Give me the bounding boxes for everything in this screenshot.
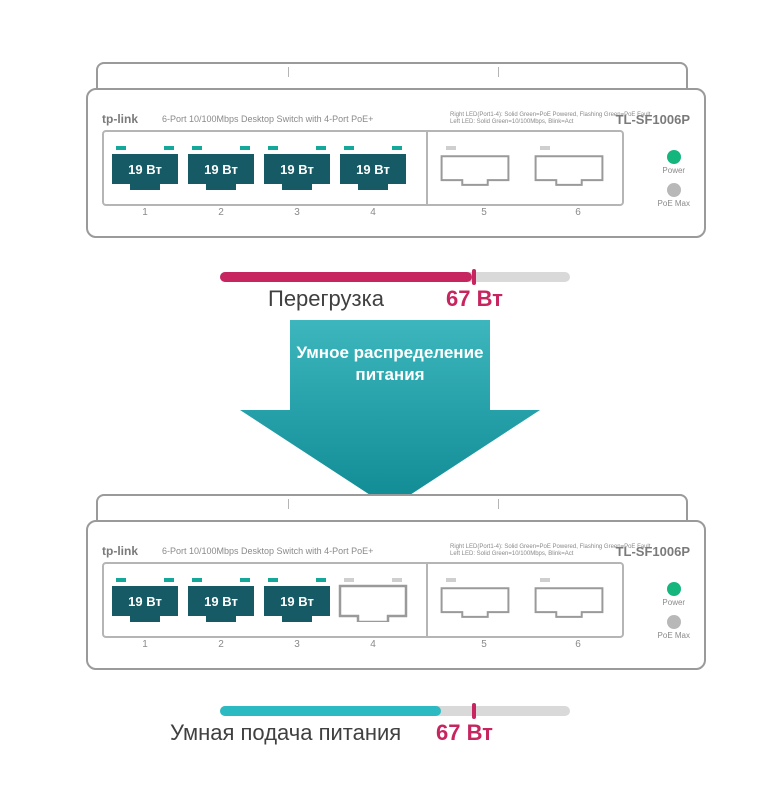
uplink-port-group: 5 6 bbox=[434, 136, 628, 200]
ethernet-port: 19 Вт 4 bbox=[338, 140, 408, 190]
port-led-icon bbox=[164, 146, 174, 150]
model-label: TL-SF1006P bbox=[616, 544, 690, 559]
port-led-icon bbox=[164, 578, 174, 582]
switch-overload: tp-link 6-Port 10/100Mbps Desktop Switch… bbox=[86, 88, 706, 238]
port-led-icon bbox=[316, 146, 326, 150]
smart-power-arrow: Умное распределение питания bbox=[240, 300, 540, 500]
poemax-led-icon bbox=[667, 615, 681, 629]
poe-port-group: 19 Вт 1 19 Вт 2 19 Вт 3 bbox=[104, 136, 414, 200]
port-number: 6 bbox=[534, 639, 622, 650]
port-led-icon bbox=[116, 146, 126, 150]
port-wattage: 19 Вт bbox=[262, 162, 332, 177]
ethernet-port: 19 Вт 3 bbox=[262, 572, 332, 622]
port-strip-bottom: 19 Вт 1 19 Вт 2 19 Вт 3 bbox=[102, 562, 624, 638]
switch-body-top: tp-link 6-Port 10/100Mbps Desktop Switch… bbox=[86, 88, 706, 238]
port-led-icon bbox=[540, 578, 550, 582]
power-bar-limit-mark bbox=[472, 269, 476, 285]
ethernet-port: 6 bbox=[534, 140, 622, 190]
port-wattage: 19 Вт bbox=[338, 162, 408, 177]
ethernet-port: 4 bbox=[338, 572, 408, 622]
device-description: 6-Port 10/100Mbps Desktop Switch with 4-… bbox=[162, 546, 373, 556]
port-number: 2 bbox=[186, 207, 256, 218]
port-wattage: 19 Вт bbox=[262, 594, 332, 609]
port-wattage: 19 Вт bbox=[110, 594, 180, 609]
uplink-port-group: 5 6 bbox=[434, 568, 628, 632]
ethernet-port: 19 Вт 3 bbox=[262, 140, 332, 190]
smart-value: 67 Вт bbox=[436, 720, 493, 746]
ethernet-port: 5 bbox=[440, 572, 528, 622]
port-led-icon bbox=[192, 146, 202, 150]
power-bar-fill bbox=[220, 272, 472, 282]
port-led-icon bbox=[540, 146, 550, 150]
arrow-caption-l2: питания bbox=[240, 364, 540, 386]
poe-port-group: 19 Вт 1 19 Вт 2 19 Вт 3 bbox=[104, 568, 414, 632]
port-number: 2 bbox=[186, 639, 256, 650]
port-number: 1 bbox=[110, 639, 180, 650]
port-number: 6 bbox=[534, 207, 622, 218]
port-wattage: 19 Вт bbox=[186, 162, 256, 177]
port-number: 3 bbox=[262, 207, 332, 218]
ethernet-port: 19 Вт 1 bbox=[110, 140, 180, 190]
arrow-caption-l1: Умное распределение bbox=[240, 342, 540, 364]
power-led-label: Power bbox=[658, 598, 690, 607]
power-bar-limit-mark bbox=[472, 703, 476, 719]
port-led-icon bbox=[268, 578, 278, 582]
status-leds: Power PoE Max bbox=[658, 150, 690, 216]
port-led-icon bbox=[446, 578, 456, 582]
port-led-icon bbox=[392, 146, 402, 150]
port-wattage: 19 Вт bbox=[110, 162, 180, 177]
poemax-led-icon bbox=[667, 183, 681, 197]
port-number: 4 bbox=[338, 639, 408, 650]
brand-label: tp-link bbox=[102, 544, 138, 558]
switch-smart: tp-link 6-Port 10/100Mbps Desktop Switch… bbox=[86, 520, 706, 670]
arrow-caption: Умное распределение питания bbox=[240, 342, 540, 386]
poemax-led-label: PoE Max bbox=[658, 631, 690, 640]
model-label: TL-SF1006P bbox=[616, 112, 690, 127]
port-led-icon bbox=[116, 578, 126, 582]
port-strip-top: 19 Вт 1 19 Вт 2 19 Вт 3 bbox=[102, 130, 624, 206]
ethernet-port: 5 bbox=[440, 140, 528, 190]
power-bar-fill bbox=[220, 706, 441, 716]
ethernet-port: 19 Вт 2 bbox=[186, 140, 256, 190]
power-led-icon bbox=[667, 582, 681, 596]
port-number: 1 bbox=[110, 207, 180, 218]
power-bar-overload bbox=[220, 272, 570, 282]
brand-label: tp-link bbox=[102, 112, 138, 126]
status-leds: Power PoE Max bbox=[658, 582, 690, 648]
power-bar-smart bbox=[220, 706, 570, 716]
port-number: 4 bbox=[338, 207, 408, 218]
port-number: 5 bbox=[440, 207, 528, 218]
power-led-icon bbox=[667, 150, 681, 164]
port-number: 3 bbox=[262, 639, 332, 650]
port-led-icon bbox=[316, 578, 326, 582]
device-description: 6-Port 10/100Mbps Desktop Switch with 4-… bbox=[162, 114, 373, 124]
port-led-icon bbox=[240, 146, 250, 150]
ethernet-port: 19 Вт 2 bbox=[186, 572, 256, 622]
port-led-icon bbox=[344, 146, 354, 150]
port-wattage: 19 Вт bbox=[186, 594, 256, 609]
ethernet-port: 19 Вт 1 bbox=[110, 572, 180, 622]
port-led-icon bbox=[268, 146, 278, 150]
power-led-label: Power bbox=[658, 166, 690, 175]
smart-label: Умная подача питания bbox=[170, 720, 401, 746]
port-led-icon bbox=[344, 578, 354, 582]
port-led-icon bbox=[446, 146, 456, 150]
switch-body-bottom: tp-link 6-Port 10/100Mbps Desktop Switch… bbox=[86, 520, 706, 670]
port-led-icon bbox=[240, 578, 250, 582]
port-led-icon bbox=[192, 578, 202, 582]
port-led-icon bbox=[392, 578, 402, 582]
port-number: 5 bbox=[440, 639, 528, 650]
ethernet-port: 6 bbox=[534, 572, 622, 622]
poemax-led-label: PoE Max bbox=[658, 199, 690, 208]
port-group-divider bbox=[426, 132, 428, 204]
port-group-divider bbox=[426, 564, 428, 636]
